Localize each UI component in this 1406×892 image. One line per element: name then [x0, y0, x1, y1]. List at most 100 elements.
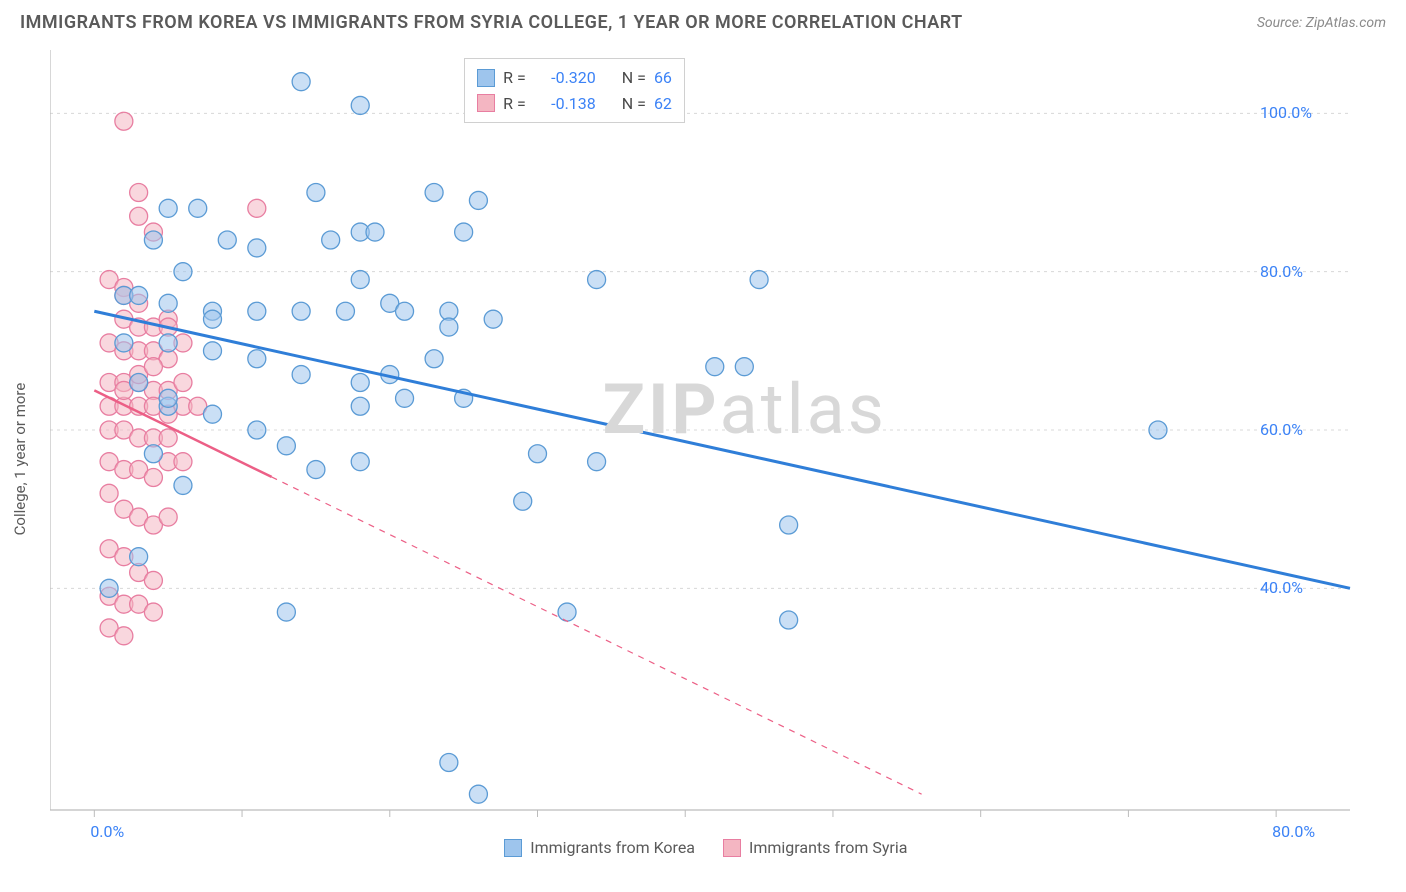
data-point [130, 548, 148, 566]
data-point [735, 358, 753, 376]
legend-item: Immigrants from Syria [723, 838, 907, 857]
data-point [780, 516, 798, 534]
y-tick-label: 100.0% [1260, 103, 1300, 122]
correlation-legend: R =-0.320N =66R =-0.138N =62 [464, 58, 685, 123]
data-point [484, 310, 502, 328]
data-point [130, 184, 148, 202]
data-point [159, 508, 177, 526]
trend-line-dashed [272, 477, 922, 794]
data-point [706, 358, 724, 376]
data-point [425, 350, 443, 368]
y-tick-label: 80.0% [1260, 262, 1300, 281]
source-attribution: Source: ZipAtlas.com [1257, 15, 1386, 31]
legend-row: R = -0.320 N = 66 [477, 65, 672, 91]
data-point [588, 453, 606, 471]
data-point [307, 461, 325, 479]
data-point [292, 302, 310, 320]
data-point [396, 302, 414, 320]
data-point [100, 579, 118, 597]
chart-svg [50, 50, 1386, 850]
data-point [366, 223, 384, 241]
data-point [144, 603, 162, 621]
data-point [750, 271, 768, 289]
data-point [1149, 421, 1167, 439]
data-point [159, 429, 177, 447]
data-point [351, 96, 369, 114]
data-point [189, 199, 207, 217]
data-point [218, 231, 236, 249]
data-point [558, 603, 576, 621]
x-tick-label: 80.0% [1272, 822, 1315, 841]
legend-r-value: -0.320 [534, 65, 596, 91]
data-point [204, 310, 222, 328]
data-point [144, 231, 162, 249]
data-point [529, 445, 547, 463]
data-point [277, 603, 295, 621]
legend-swatch [477, 94, 495, 112]
data-point [248, 239, 266, 257]
data-point [204, 405, 222, 423]
data-point [248, 350, 266, 368]
data-point [159, 199, 177, 217]
data-point [174, 374, 192, 392]
legend-swatch [723, 839, 741, 857]
legend-item: Immigrants from Korea [504, 838, 695, 857]
data-point [144, 445, 162, 463]
legend-row: R =-0.138N =62 [477, 91, 672, 117]
data-point [174, 453, 192, 471]
data-point [159, 294, 177, 312]
y-tick-label: 40.0% [1260, 578, 1300, 597]
data-point [780, 611, 798, 629]
legend-n-label: N = [622, 65, 646, 91]
y-tick-label: 60.0% [1260, 420, 1300, 439]
legend-label: Immigrants from Korea [530, 838, 695, 857]
data-point [588, 271, 606, 289]
legend-n-value: 66 [654, 65, 672, 91]
data-point [130, 374, 148, 392]
data-point [469, 785, 487, 803]
legend-n-label: N = [622, 91, 646, 117]
data-point [130, 207, 148, 225]
legend-r-label: R = [503, 65, 526, 91]
data-point [159, 334, 177, 352]
data-point [159, 389, 177, 407]
data-point [425, 184, 443, 202]
legend-swatch [477, 69, 495, 87]
data-point [322, 231, 340, 249]
data-point [514, 492, 532, 510]
data-point [115, 627, 133, 645]
data-point [204, 342, 222, 360]
data-point [307, 184, 325, 202]
y-axis-label: College, 1 year or more [11, 383, 29, 536]
legend-swatch [504, 839, 522, 857]
data-point [115, 334, 133, 352]
data-point [277, 437, 295, 455]
data-point [115, 112, 133, 130]
legend-label: Immigrants from Syria [749, 838, 907, 857]
legend-r-value: -0.138 [534, 91, 596, 117]
data-point [440, 754, 458, 772]
data-point [455, 223, 473, 241]
data-point [248, 421, 266, 439]
data-point [396, 389, 414, 407]
correlation-chart: College, 1 year or more ZIPatlas R =-0.3… [50, 50, 1386, 850]
data-point [336, 302, 354, 320]
header: IMMIGRANTS FROM KOREA VS IMMIGRANTS FROM… [0, 0, 1406, 41]
data-point [144, 358, 162, 376]
data-point [292, 73, 310, 91]
data-point [351, 271, 369, 289]
data-point [351, 453, 369, 471]
legend-r-label: R = [503, 91, 526, 117]
x-tick-label: 0.0% [90, 822, 124, 841]
data-point [469, 191, 487, 209]
data-point [174, 263, 192, 281]
page-title: IMMIGRANTS FROM KOREA VS IMMIGRANTS FROM… [20, 12, 963, 33]
data-point [292, 366, 310, 384]
data-point [351, 374, 369, 392]
data-point [100, 484, 118, 502]
data-point [174, 476, 192, 494]
data-point [248, 302, 266, 320]
data-point [248, 199, 266, 217]
data-point [351, 397, 369, 415]
data-point [144, 469, 162, 487]
